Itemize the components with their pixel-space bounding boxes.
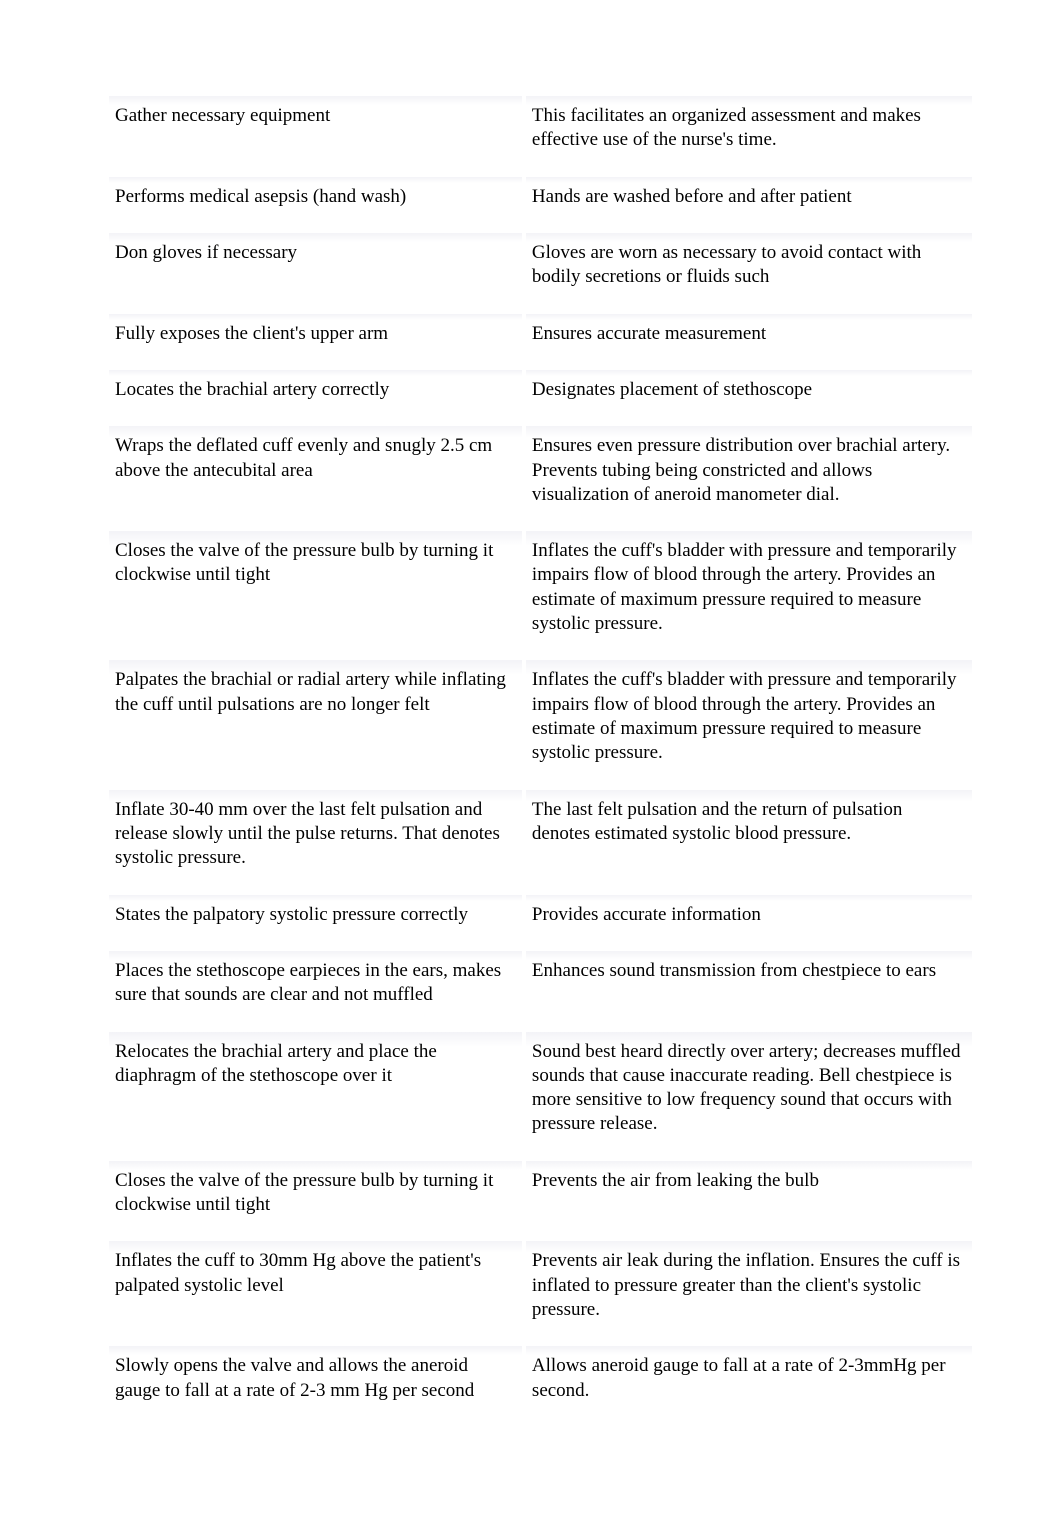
- rationale-cell: Sound best heard directly over artery; d…: [526, 1032, 972, 1155]
- action-cell: Slowly opens the valve and allows the an…: [109, 1346, 522, 1421]
- action-cell: Places the stethoscope earpieces in the …: [109, 951, 522, 1026]
- rationale-cell: Hands are washed before and after patien…: [526, 177, 972, 227]
- rationale-cell: Designates placement of stethoscope: [526, 370, 972, 420]
- action-cell: Gather necessary equipment: [109, 96, 522, 171]
- rationale-cell: Ensures even pressure distribution over …: [526, 426, 972, 525]
- action-cell: Closes the valve of the pressure bulb by…: [109, 1161, 522, 1236]
- table-row: Inflate 30-40 mm over the last felt puls…: [109, 790, 972, 889]
- table-row: Gather necessary equipmentThis facilitat…: [109, 96, 972, 171]
- table-row: Don gloves if necessaryGloves are worn a…: [109, 233, 972, 308]
- action-cell: Fully exposes the client's upper arm: [109, 314, 522, 364]
- table-row: Closes the valve of the pressure bulb by…: [109, 1161, 972, 1236]
- action-cell: Performs medical asepsis (hand wash): [109, 177, 522, 227]
- table-row: Inflates the cuff to 30mm Hg above the p…: [109, 1241, 972, 1340]
- action-cell: Palpates the brachial or radial artery w…: [109, 660, 522, 783]
- table-row: Palpates the brachial or radial artery w…: [109, 660, 972, 783]
- rationale-cell: Ensures accurate measurement: [526, 314, 972, 364]
- rationale-cell: Provides accurate information: [526, 895, 972, 945]
- rationale-cell: Prevents the air from leaking the bulb: [526, 1161, 972, 1236]
- action-cell: Wraps the deflated cuff evenly and snugl…: [109, 426, 522, 525]
- rationale-cell: The last felt pulsation and the return o…: [526, 790, 972, 889]
- rationale-cell: Prevents air leak during the inflation. …: [526, 1241, 972, 1340]
- rationale-cell: Allows aneroid gauge to fall at a rate o…: [526, 1346, 972, 1421]
- table-row: Fully exposes the client's upper armEnsu…: [109, 314, 972, 364]
- procedure-table: Gather necessary equipmentThis facilitat…: [105, 90, 976, 1427]
- action-cell: Don gloves if necessary: [109, 233, 522, 308]
- rationale-cell: Gloves are worn as necessary to avoid co…: [526, 233, 972, 308]
- rationale-cell: Inflates the cuff's bladder with pressur…: [526, 531, 972, 654]
- table-row: Places the stethoscope earpieces in the …: [109, 951, 972, 1026]
- table-row: Relocates the brachial artery and place …: [109, 1032, 972, 1155]
- table-row: Locates the brachial artery correctlyDes…: [109, 370, 972, 420]
- action-cell: Closes the valve of the pressure bulb by…: [109, 531, 522, 654]
- table-row: Performs medical asepsis (hand wash)Hand…: [109, 177, 972, 227]
- rationale-cell: Inflates the cuff's bladder with pressur…: [526, 660, 972, 783]
- action-cell: Inflates the cuff to 30mm Hg above the p…: [109, 1241, 522, 1340]
- table-row: States the palpatory systolic pressure c…: [109, 895, 972, 945]
- action-cell: Relocates the brachial artery and place …: [109, 1032, 522, 1155]
- action-cell: Inflate 30-40 mm over the last felt puls…: [109, 790, 522, 889]
- rationale-cell: This facilitates an organized assessment…: [526, 96, 972, 171]
- procedure-table-body: Gather necessary equipmentThis facilitat…: [109, 96, 972, 1421]
- table-row: Slowly opens the valve and allows the an…: [109, 1346, 972, 1421]
- action-cell: States the palpatory systolic pressure c…: [109, 895, 522, 945]
- rationale-cell: Enhances sound transmission from chestpi…: [526, 951, 972, 1026]
- table-row: Wraps the deflated cuff evenly and snugl…: [109, 426, 972, 525]
- table-row: Closes the valve of the pressure bulb by…: [109, 531, 972, 654]
- action-cell: Locates the brachial artery correctly: [109, 370, 522, 420]
